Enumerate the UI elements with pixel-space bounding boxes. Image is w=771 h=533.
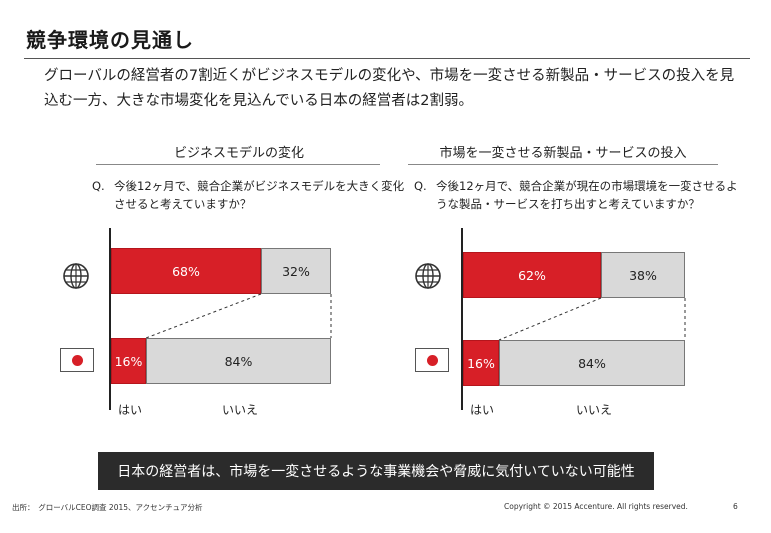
panel-2-axis <box>461 228 463 410</box>
globe-icon <box>415 263 441 289</box>
stacked-bar: 16% 84% <box>463 340 685 386</box>
globe-icon <box>63 263 89 289</box>
question-mark-label: Q. <box>414 179 427 193</box>
bar-segment-no: 84% <box>146 338 331 384</box>
japan-flag-icon <box>415 348 449 372</box>
dashed-diagonal-guide <box>145 293 262 339</box>
bar-segment-no: 38% <box>601 252 685 298</box>
stacked-bar: 68% 32% <box>111 248 331 294</box>
bar-segment-no: 84% <box>499 340 685 386</box>
bar-segment-yes: 16% <box>111 338 146 384</box>
question-text: 今後12ヶ月で、競合企業が現在の市場環境を一変させるような製品・サービスを打ち出… <box>436 179 738 211</box>
panel-1-yes-label: はい <box>118 403 143 417</box>
panel-2-no-label: いいえ <box>576 403 613 417</box>
lead-text: グローバルの経営者の7割近くがビジネスモデルの変化や、市場を一変させる新製品・サ… <box>44 68 735 109</box>
page-title: 競争環境の見通し <box>26 28 194 52</box>
panel-2-divider <box>408 164 718 165</box>
bar-segment-yes: 62% <box>463 252 601 298</box>
panel-1-axis <box>109 228 111 410</box>
conclusion-banner: 日本の経営者は、市場を一変させるような事業機会や脅威に気付いていない可能性 <box>98 452 654 490</box>
source-note: 出所： グローバルCEO調査 2015、アクセンチュア分析 <box>12 503 203 512</box>
panel-1-divider <box>96 164 380 165</box>
page-number: 6 <box>733 502 738 511</box>
bar-segment-no: 32% <box>261 248 331 294</box>
bar-segment-yes: 16% <box>463 340 499 386</box>
flag-sun <box>427 355 438 366</box>
title-divider <box>24 58 750 59</box>
panel-1-no-label: いいえ <box>222 403 259 417</box>
flag-sun <box>72 355 83 366</box>
question-mark-label: Q. <box>92 179 105 193</box>
panel-2-heading: 市場を一変させる新製品・サービスの投入 <box>439 146 687 161</box>
japan-flag-icon <box>60 348 94 372</box>
copyright-text: Copyright © 2015 Accenture. All rights r… <box>504 502 688 511</box>
panel-1-heading: ビジネスモデルの変化 <box>173 146 304 161</box>
panel-2-yes-label: はい <box>470 403 495 417</box>
dashed-diagonal-guide <box>498 297 602 341</box>
bar-segment-yes: 68% <box>111 248 261 294</box>
stacked-bar: 16% 84% <box>111 338 331 384</box>
stacked-bar: 62% 38% <box>463 252 685 298</box>
question-text: 今後12ヶ月で、競合企業がビジネスモデルを大きく変化させると考えていますか？ <box>114 179 405 211</box>
